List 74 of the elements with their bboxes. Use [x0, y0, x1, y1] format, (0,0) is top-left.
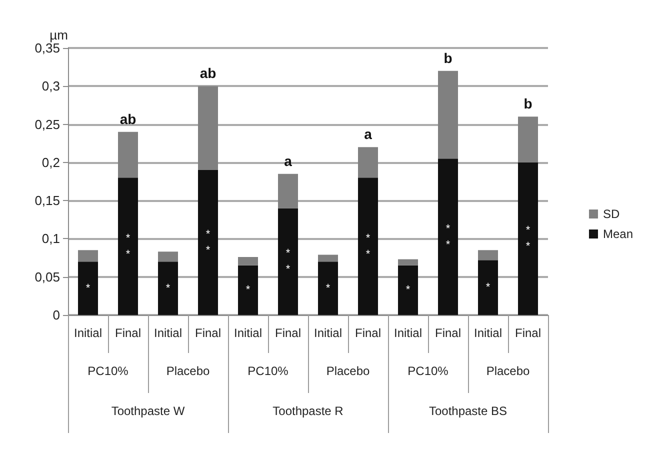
bar: [78, 250, 98, 262]
data-label: *: [166, 282, 171, 294]
legend-label: Mean: [602, 227, 634, 241]
text: PC10%: [408, 364, 449, 378]
text: Toothpaste W: [111, 404, 186, 418]
data-label: * *: [366, 232, 371, 260]
text: PC10%: [88, 364, 129, 378]
bar: [238, 257, 258, 266]
x-tick-label: Final: [194, 326, 222, 340]
y-tick-label: 0,3: [42, 78, 60, 94]
data-label: *: [246, 284, 251, 296]
x-tick-label: Final: [114, 326, 142, 340]
data-label: *: [486, 282, 491, 294]
x-tick-label: Initial: [234, 326, 262, 340]
bar: [398, 259, 418, 266]
bar: [398, 265, 418, 315]
data-label: ab: [120, 110, 136, 127]
bar: [78, 262, 98, 315]
x-tick-label: Final: [274, 326, 302, 340]
bar: [358, 147, 378, 178]
bar: [478, 250, 498, 260]
y-tick-label: 0,25: [34, 116, 60, 132]
bar: [118, 132, 138, 178]
y-tick-label: 0,2: [42, 154, 60, 170]
y-tick-label: 0: [52, 308, 60, 322]
bar: [358, 178, 378, 315]
data-label: b: [524, 96, 532, 112]
bar: [198, 86, 218, 170]
text: Placebo: [486, 364, 530, 378]
y-axis-title: µm: [50, 28, 68, 43]
y-tick-label: 0,35: [34, 40, 60, 56]
data-label: b: [444, 50, 452, 66]
bar: [438, 70, 458, 159]
data-label: * *: [206, 228, 211, 257]
bar: [518, 162, 538, 315]
x-tick-label: Initial: [394, 326, 422, 340]
x-tick-label: Initial: [474, 326, 502, 340]
x-tick-label: Final: [354, 326, 382, 340]
text: PC10%: [248, 364, 289, 378]
data-label: * *: [526, 224, 531, 253]
bar: [118, 178, 138, 315]
bar: [198, 170, 218, 315]
bar: [478, 260, 498, 315]
legend-label: SD: [602, 207, 620, 221]
x-tick-label: Initial: [314, 326, 342, 340]
data-label: *: [326, 282, 331, 294]
bar: [158, 262, 178, 315]
bar: [278, 208, 298, 315]
bar: [518, 116, 538, 162]
data-label: * *: [126, 232, 131, 260]
bar: [238, 265, 258, 315]
data-label: ab: [200, 65, 216, 82]
data-label: a: [364, 126, 372, 142]
x-tick-label: Initial: [74, 326, 102, 340]
x-tick-label: Initial: [154, 326, 182, 340]
y-tick-label: 0,1: [42, 231, 60, 246]
x-tick-label: Final: [514, 326, 542, 340]
data-label: a: [284, 152, 292, 169]
bar: [278, 174, 298, 208]
y-tick-label: 0,05: [34, 269, 60, 284]
y-tick-label: 0,15: [34, 193, 60, 208]
bar: [158, 252, 178, 262]
text: Toothpaste R: [272, 404, 344, 418]
data-label: * *: [286, 248, 291, 276]
text: Toothpaste BS: [428, 404, 508, 418]
bar: [318, 262, 338, 315]
x-tick-label: Final: [434, 326, 462, 340]
text: Placebo: [326, 364, 370, 378]
data-label: *: [406, 284, 411, 296]
data-label: *: [86, 282, 91, 294]
text: Placebo: [166, 364, 210, 378]
bar: [318, 254, 338, 262]
data-label: * *: [446, 222, 451, 251]
bar: [438, 158, 458, 315]
